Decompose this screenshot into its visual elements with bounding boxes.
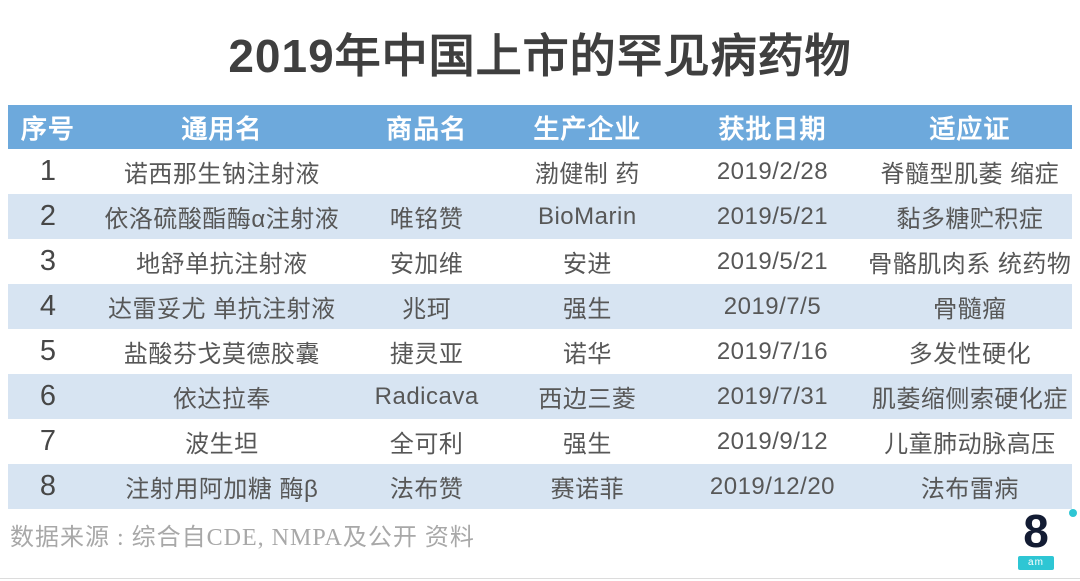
cell-generic: 依达拉奉 — [87, 374, 356, 419]
table-row: 1 诺西那生钠注射液 渤健制 药 2019/2/28 脊髓型肌萎 缩症 — [8, 149, 1072, 194]
cell-indication: 肌萎缩侧索硬化症 — [867, 374, 1072, 419]
logo-dot-icon — [1069, 509, 1077, 517]
col-header-brand: 商品名 — [355, 105, 498, 149]
logo-am-badge: am — [1018, 556, 1054, 570]
bottom-divider — [0, 578, 1080, 579]
cell-indication: 脊髓型肌萎 缩症 — [880, 161, 1060, 188]
8am-logo: 8 am — [1004, 505, 1077, 570]
page-title: 2019年中国上市的罕见病药物 — [228, 30, 852, 82]
cell-generic: 注射用阿加糖 酶β — [87, 464, 356, 509]
cell-date: 2019/7/31 — [677, 374, 868, 419]
cell-company: 渤健制 药 — [534, 161, 640, 188]
cell-company: 强生 — [497, 284, 678, 329]
cell-seq: 8 — [8, 464, 88, 509]
cell-date: 2019/12/20 — [677, 464, 868, 509]
cell-date: 2019/2/28 — [716, 157, 829, 185]
cell-company: 诺华 — [562, 341, 612, 368]
cell-indication: 黏多糖贮积症 — [867, 194, 1072, 239]
cell-indication: 多发性硬化 — [908, 341, 1032, 368]
cell-date: 2019/7/16 — [716, 337, 829, 365]
cell-brand — [356, 149, 498, 194]
cell-seq: 1 — [39, 155, 56, 187]
col-header-date: 获批日期 — [677, 105, 868, 149]
cell-company: 强生 — [562, 431, 612, 458]
cell-company: 赛诺菲 — [497, 464, 678, 509]
cell-seq: 6 — [8, 374, 88, 419]
cell-indication: 儿童肺动脉高压 — [884, 431, 1056, 458]
cell-company: 西边三菱 — [497, 374, 678, 419]
cell-brand: 捷灵亚 — [389, 341, 464, 368]
cell-company: BioMarin — [497, 194, 678, 239]
cell-generic: 波生坦 — [185, 431, 259, 458]
cell-date: 2019/5/21 — [716, 247, 829, 275]
cell-brand: 唯铭赞 — [355, 194, 498, 239]
cell-brand: 安加维 — [389, 251, 464, 278]
table-row: 6 依达拉奉 Radicava 西边三菱 2019/7/31 肌萎缩侧索硬化症 — [8, 374, 1072, 419]
col-header-generic: 通用名 — [87, 105, 356, 149]
cell-date: 2019/9/12 — [716, 427, 829, 455]
cell-date: 2019/7/5 — [677, 284, 868, 329]
cell-brand: 全可利 — [389, 431, 464, 458]
table-row: 2 依洛硫酸酯酶α注射液 唯铭赞 BioMarin 2019/5/21 黏多糖贮… — [8, 194, 1072, 239]
cell-seq: 7 — [39, 425, 56, 457]
col-header-company: 生产企业 — [497, 105, 678, 149]
cell-brand: 法布赞 — [355, 464, 498, 509]
cell-seq: 5 — [39, 335, 56, 367]
rare-disease-drug-table: 序号 通用名 商品名 生产企业 获批日期 适应证 1 诺西那生钠注射液 渤健制 … — [8, 105, 1072, 509]
table-row: 7 波生坦 全可利 强生 2019/9/12 儿童肺动脉高压 — [8, 419, 1072, 464]
col-header-indication: 适应证 — [867, 105, 1072, 149]
cell-seq: 4 — [8, 284, 88, 329]
logo-number: 8 — [1023, 505, 1049, 557]
cell-generic: 地舒单抗注射液 — [136, 251, 308, 278]
col-header-seq: 序号 — [8, 105, 88, 149]
data-source-note: 数据来源 : 综合自CDE, NMPA及公开 资料 — [10, 525, 475, 551]
cell-seq: 2 — [8, 194, 88, 239]
cell-date: 2019/5/21 — [677, 194, 868, 239]
cell-company: 安进 — [562, 251, 612, 278]
cell-seq: 3 — [39, 245, 56, 277]
cell-indication: 骨髓瘤 — [867, 284, 1072, 329]
cell-brand: 兆珂 — [355, 284, 498, 329]
table-row: 8 注射用阿加糖 酶β 法布赞 赛诺菲 2019/12/20 法布雷病 — [8, 464, 1072, 509]
cell-brand: Radicava — [355, 374, 498, 419]
table-row: 4 达雷妥尤 单抗注射液 兆珂 强生 2019/7/5 骨髓瘤 — [8, 284, 1072, 329]
table-row: 3 地舒单抗注射液 安加维 安进 2019/5/21 骨骼肌肉系 统药物 — [8, 239, 1072, 284]
cell-generic: 诺西那生钠注射液 — [123, 161, 320, 188]
table-header-row: 序号 通用名 商品名 生产企业 获批日期 适应证 — [8, 105, 1072, 149]
cell-generic: 依洛硫酸酯酶α注射液 — [87, 194, 356, 239]
cell-generic: 盐酸芬戈莫德胶囊 — [123, 341, 320, 368]
table-row: 5 盐酸芬戈莫德胶囊 捷灵亚 诺华 2019/7/16 多发性硬化 — [8, 329, 1072, 374]
cell-indication: 骨骼肌肉系 统药物 — [868, 251, 1072, 278]
cell-indication: 法布雷病 — [867, 464, 1072, 509]
cell-generic: 达雷妥尤 单抗注射液 — [87, 284, 356, 329]
